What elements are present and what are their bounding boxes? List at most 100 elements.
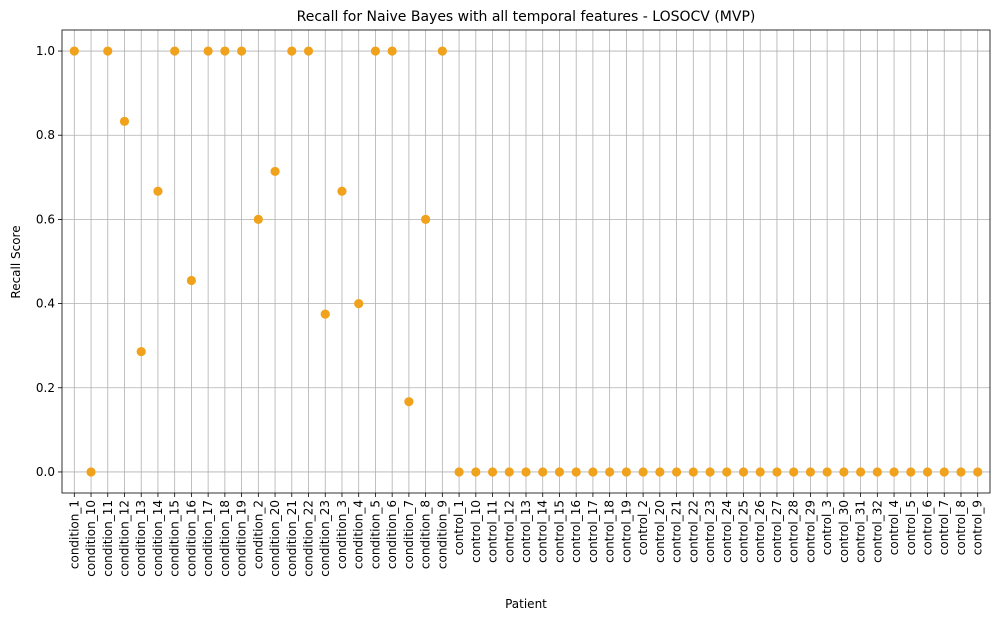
x-tick-label: control_23 xyxy=(703,500,717,563)
x-tick-label: condition_10 xyxy=(84,500,98,577)
data-point xyxy=(404,397,414,407)
data-point xyxy=(671,467,682,477)
data-point xyxy=(270,166,280,177)
x-tick-label: control_30 xyxy=(837,500,851,563)
data-point xyxy=(521,467,531,477)
x-tick-label: condition_11 xyxy=(101,500,115,577)
data-point xyxy=(504,467,514,477)
data-point xyxy=(471,467,481,477)
data-point xyxy=(236,46,247,56)
x-tick-label: condition_3 xyxy=(335,500,349,569)
data-point xyxy=(755,467,765,477)
y-tick-label: 0.8 xyxy=(36,128,55,142)
data-point xyxy=(153,186,163,196)
x-tick-label: control_29 xyxy=(803,500,817,563)
data-point xyxy=(738,467,749,477)
data-point xyxy=(789,467,799,477)
y-tick-label: 0.6 xyxy=(36,212,55,226)
x-tick-label: control_21 xyxy=(670,500,684,563)
data-point xyxy=(772,467,782,477)
data-point xyxy=(722,467,732,477)
data-point xyxy=(119,116,130,126)
x-tick-label: condition_1 xyxy=(67,500,81,569)
x-tick-label: condition_14 xyxy=(151,500,165,577)
data-point xyxy=(855,467,866,477)
x-tick-label: condition_7 xyxy=(402,500,416,569)
x-tick-label: condition_8 xyxy=(419,500,433,569)
data-point xyxy=(538,467,548,477)
data-point xyxy=(370,46,381,56)
x-tick-label: condition_21 xyxy=(285,500,299,577)
x-tick-label: condition_2 xyxy=(251,500,265,569)
x-tick-label: control_8 xyxy=(954,500,968,555)
data-point xyxy=(906,467,916,477)
data-point xyxy=(86,467,96,477)
data-point xyxy=(170,46,180,56)
x-tick-label: condition_20 xyxy=(268,500,282,577)
x-tick-label: control_31 xyxy=(854,500,868,563)
data-point xyxy=(253,214,263,225)
x-tick-label: control_22 xyxy=(686,500,700,563)
x-tick-label: control_16 xyxy=(569,500,583,563)
x-tick-label: control_26 xyxy=(753,500,767,563)
x-tick-label: condition_12 xyxy=(117,500,131,577)
y-tick-label: 0.0 xyxy=(36,465,55,479)
data-point xyxy=(621,467,631,477)
x-tick-label: control_12 xyxy=(502,500,516,563)
x-tick-label: control_9 xyxy=(971,500,985,555)
x-tick-label: control_4 xyxy=(887,500,901,555)
data-point xyxy=(605,467,615,477)
data-point xyxy=(588,467,598,477)
data-point xyxy=(638,467,648,477)
x-axis-label: Patient xyxy=(505,597,547,611)
x-tick-label: control_27 xyxy=(770,500,784,563)
y-tick-label: 1.0 xyxy=(36,44,55,58)
y-tick-label: 0.4 xyxy=(36,297,55,311)
data-point xyxy=(186,275,197,286)
x-tick-label: control_19 xyxy=(619,500,633,563)
x-tick-label: control_14 xyxy=(536,500,550,563)
x-tick-label: control_5 xyxy=(904,500,918,555)
data-point xyxy=(554,467,565,477)
data-point xyxy=(688,467,698,477)
x-tick-label: control_20 xyxy=(653,500,667,563)
data-point xyxy=(387,46,397,56)
data-point xyxy=(136,346,146,357)
x-tick-label: condition_22 xyxy=(302,500,316,577)
data-point xyxy=(571,467,581,477)
x-tick-label: condition_15 xyxy=(168,500,182,577)
data-point xyxy=(872,467,882,477)
x-tick-label: control_2 xyxy=(636,500,650,555)
x-axis-ticks: condition_1 condition_10 condition_11 condi… xyxy=(67,493,985,577)
data-points xyxy=(69,46,983,477)
data-point xyxy=(337,186,347,196)
data-point xyxy=(354,298,364,309)
y-axis-label: Recall Score xyxy=(9,225,23,298)
data-point xyxy=(103,46,113,56)
data-point xyxy=(822,467,832,477)
x-tick-label: control_15 xyxy=(552,500,566,563)
data-point xyxy=(69,46,79,56)
data-point xyxy=(487,467,498,477)
data-point xyxy=(320,309,330,319)
x-tick-label: control_1 xyxy=(452,500,466,555)
x-tick-label: control_7 xyxy=(937,500,951,555)
x-tick-label: control_28 xyxy=(787,500,801,563)
x-tick-label: condition_4 xyxy=(352,500,366,569)
x-tick-label: control_10 xyxy=(469,500,483,563)
x-tick-label: condition_6 xyxy=(385,500,399,569)
data-point xyxy=(956,467,966,477)
data-point xyxy=(454,467,464,477)
chart-title: Recall for Naive Bayes with all temporal… xyxy=(297,9,756,25)
data-point xyxy=(889,467,899,477)
x-tick-label: control_17 xyxy=(586,500,600,563)
y-tick-label: 0.2 xyxy=(36,381,55,395)
x-tick-label: control_25 xyxy=(736,500,750,563)
x-tick-label: control_18 xyxy=(603,500,617,563)
data-point xyxy=(303,46,314,56)
data-point xyxy=(705,467,715,477)
data-point xyxy=(973,467,983,477)
x-tick-label: control_3 xyxy=(820,500,834,555)
data-point xyxy=(421,214,431,225)
